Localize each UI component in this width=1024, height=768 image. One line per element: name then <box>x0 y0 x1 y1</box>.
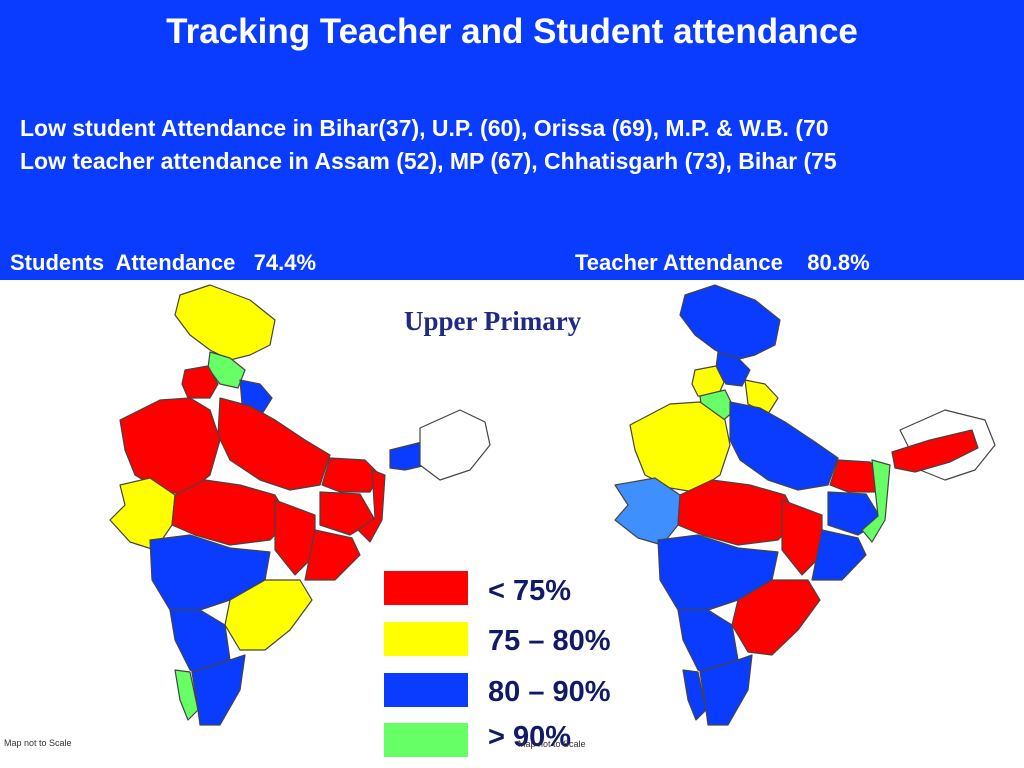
legend-label-above-90: > 90% <box>488 721 572 753</box>
legend-swatch-80-90 <box>384 673 468 707</box>
student-attendance-note: Low student Attendance in Bihar(37), U.P… <box>20 115 829 141</box>
legend-label-75-80: 75 – 80% <box>488 625 611 657</box>
slide-title: Tracking Teacher and Student attendance <box>166 12 858 51</box>
region-uttarakhand <box>744 379 779 415</box>
region-tamil-nadu <box>699 654 753 726</box>
region-kerala <box>174 669 199 721</box>
region-jammu-kashmir <box>679 284 781 361</box>
region-orissa <box>304 529 361 581</box>
region-gujarat <box>614 477 681 546</box>
region-jammu-kashmir <box>174 284 276 361</box>
teacher-attendance-map <box>614 284 996 726</box>
region-north-east-outline <box>419 409 491 481</box>
title-banner: Tracking Teacher and Student attendance … <box>0 0 1024 280</box>
legend-label-80-90: 80 – 90% <box>488 676 611 708</box>
region-assam <box>891 429 979 473</box>
students-attendance-stat: Students Attendance 74.4% <box>10 250 317 275</box>
region-bihar <box>321 457 381 493</box>
region-chhattisgarh <box>274 499 316 576</box>
level-label: Upper Primary <box>404 306 582 336</box>
teacher-attendance-note: Low teacher attendance in Assam (52), MP… <box>20 148 837 174</box>
region-uttar-pradesh <box>217 397 331 491</box>
region-andhra-pradesh <box>731 579 821 656</box>
scale-note-right: Map not to Scale <box>518 739 586 749</box>
region-andhra-pradesh <box>224 579 313 651</box>
region-kerala <box>682 669 707 721</box>
region-west-bengal <box>357 469 386 543</box>
region-west-bengal <box>861 459 891 543</box>
student-attendance-map <box>109 284 491 726</box>
region-chhattisgarh <box>781 499 823 576</box>
legend-swatch-above-90 <box>384 723 468 757</box>
legend-label-below-75: < 75% <box>488 575 572 607</box>
region-uttar-pradesh <box>729 401 839 491</box>
region-punjab <box>181 365 219 399</box>
teacher-attendance-stat: Teacher Attendance 80.8% <box>575 250 870 275</box>
scale-note-left: Map not to Scale <box>4 738 72 748</box>
region-rajasthan <box>629 401 731 493</box>
region-tamil-nadu <box>191 654 246 726</box>
region-orissa <box>811 529 867 581</box>
region-rajasthan <box>119 397 221 496</box>
legend-swatch-75-80 <box>384 622 468 656</box>
legend-swatch-below-75 <box>384 571 468 605</box>
